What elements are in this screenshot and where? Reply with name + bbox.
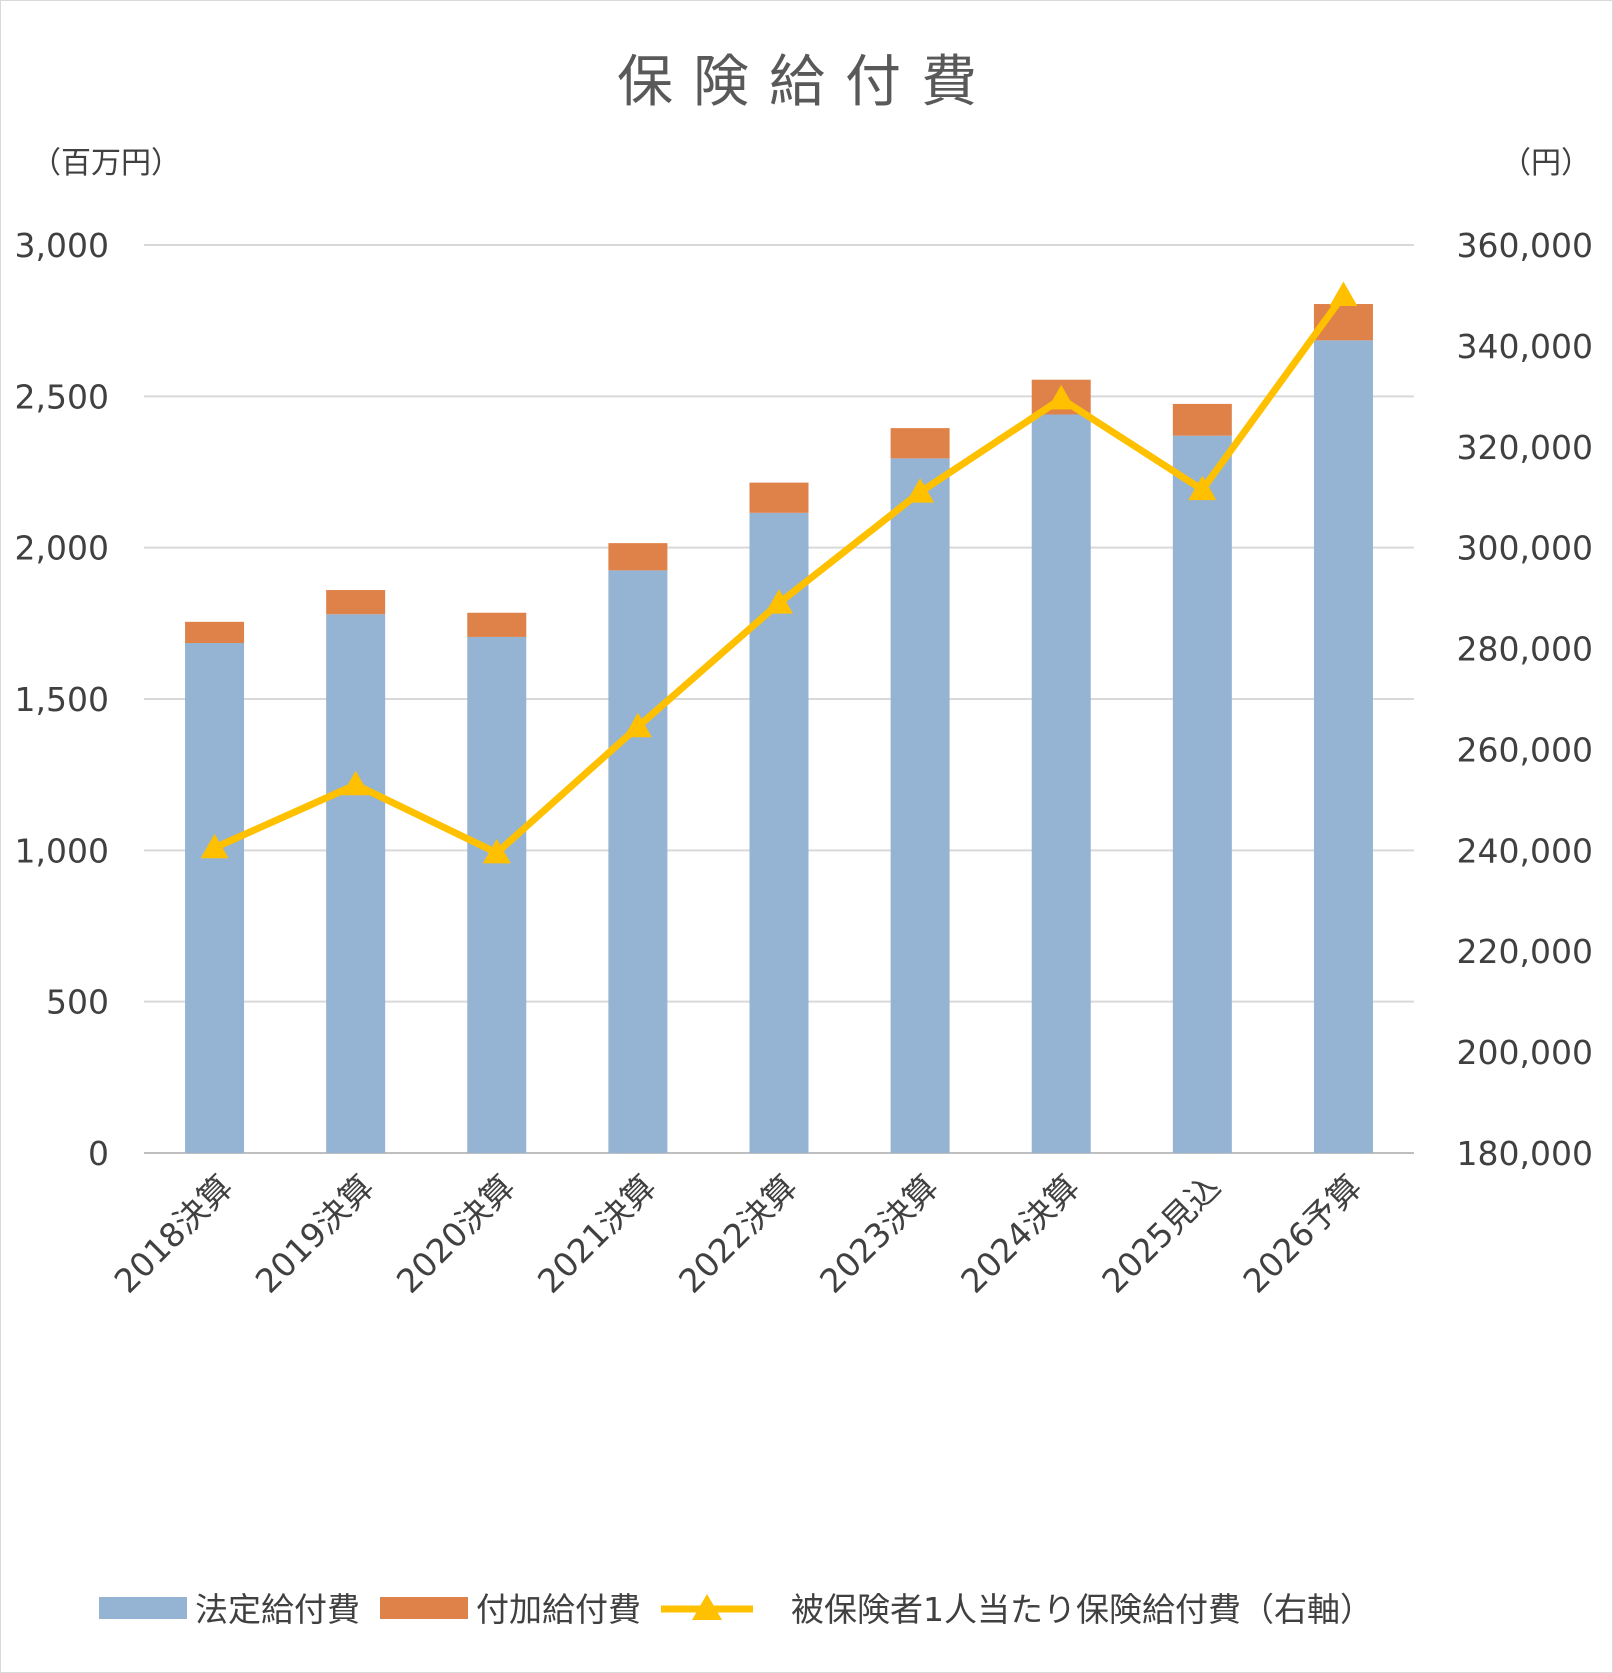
legend-label-additional: 付加給付費 bbox=[476, 1590, 641, 1629]
right-tick-label: 220,000 bbox=[1457, 932, 1593, 971]
per-capita-point bbox=[1047, 384, 1076, 410]
category-label: 2020決算 bbox=[389, 1167, 523, 1301]
legend-label-statutory: 法定給付費 bbox=[195, 1590, 360, 1629]
bar-additional bbox=[749, 482, 809, 513]
legend-swatch-additional bbox=[380, 1597, 468, 1619]
right-axis-unit: （円） bbox=[1501, 146, 1591, 181]
per-capita-point bbox=[341, 770, 370, 796]
per-capita-point bbox=[1188, 475, 1217, 501]
right-tick-label: 300,000 bbox=[1457, 529, 1593, 568]
right-tick-label: 320,000 bbox=[1457, 428, 1593, 467]
category-label: 2026予算 bbox=[1235, 1167, 1369, 1301]
bar-statutory bbox=[1172, 435, 1232, 1153]
bar-statutory bbox=[467, 636, 527, 1153]
legend-label-per-capita: 被保険者1人当たり保険給付費（右軸） bbox=[791, 1590, 1373, 1629]
per-capita-point bbox=[906, 478, 935, 503]
category-label: 2024決算 bbox=[953, 1167, 1087, 1301]
right-tick-label: 180,000 bbox=[1457, 1134, 1593, 1173]
left-tick-label: 3,000 bbox=[15, 226, 109, 265]
category-label: 2023決算 bbox=[812, 1167, 946, 1301]
bar-statutory bbox=[326, 614, 386, 1153]
chart-title: 保険給付費 bbox=[617, 50, 997, 115]
legend-swatch-statutory bbox=[99, 1597, 187, 1619]
left-tick-label: 1,500 bbox=[15, 680, 109, 719]
bar-statutory bbox=[1031, 414, 1091, 1153]
per-capita-point bbox=[765, 589, 793, 614]
right-tick-label: 240,000 bbox=[1457, 831, 1593, 870]
bar-additional bbox=[185, 621, 245, 644]
left-tick-label: 500 bbox=[46, 983, 109, 1022]
per-capita-point bbox=[200, 833, 229, 859]
left-axis-unit: （百万円） bbox=[31, 146, 181, 181]
left-tick-label: 2,500 bbox=[15, 377, 109, 416]
right-tick-label: 360,000 bbox=[1457, 226, 1593, 265]
right-tick-label: 260,000 bbox=[1457, 730, 1593, 769]
category-label: 2019決算 bbox=[248, 1167, 382, 1301]
left-tick-label: 2,000 bbox=[15, 529, 109, 568]
legend-triangle-icon bbox=[692, 1594, 722, 1620]
bar-additional bbox=[1172, 403, 1232, 436]
right-tick-label: 200,000 bbox=[1457, 1033, 1593, 1072]
bar-statutory bbox=[1313, 340, 1373, 1154]
bar-statutory bbox=[890, 458, 950, 1153]
category-label: 2021決算 bbox=[530, 1167, 664, 1301]
bar-statutory bbox=[185, 643, 245, 1153]
bar-additional bbox=[608, 543, 668, 571]
right-tick-label: 280,000 bbox=[1457, 630, 1593, 669]
bar-additional bbox=[326, 590, 386, 615]
category-label: 2025見込 bbox=[1094, 1167, 1228, 1301]
bar-statutory bbox=[608, 570, 668, 1153]
category-label: 2022決算 bbox=[671, 1167, 805, 1301]
left-tick-label: 0 bbox=[88, 1134, 109, 1173]
right-tick-label: 340,000 bbox=[1457, 327, 1593, 366]
category-label: 2018決算 bbox=[107, 1167, 241, 1301]
per-capita-point bbox=[623, 712, 652, 738]
per-capita-point bbox=[482, 838, 511, 864]
left-tick-label: 1,000 bbox=[15, 831, 109, 870]
bar-additional bbox=[890, 428, 950, 459]
per-capita-point bbox=[1329, 281, 1358, 306]
bar-additional bbox=[467, 612, 527, 637]
